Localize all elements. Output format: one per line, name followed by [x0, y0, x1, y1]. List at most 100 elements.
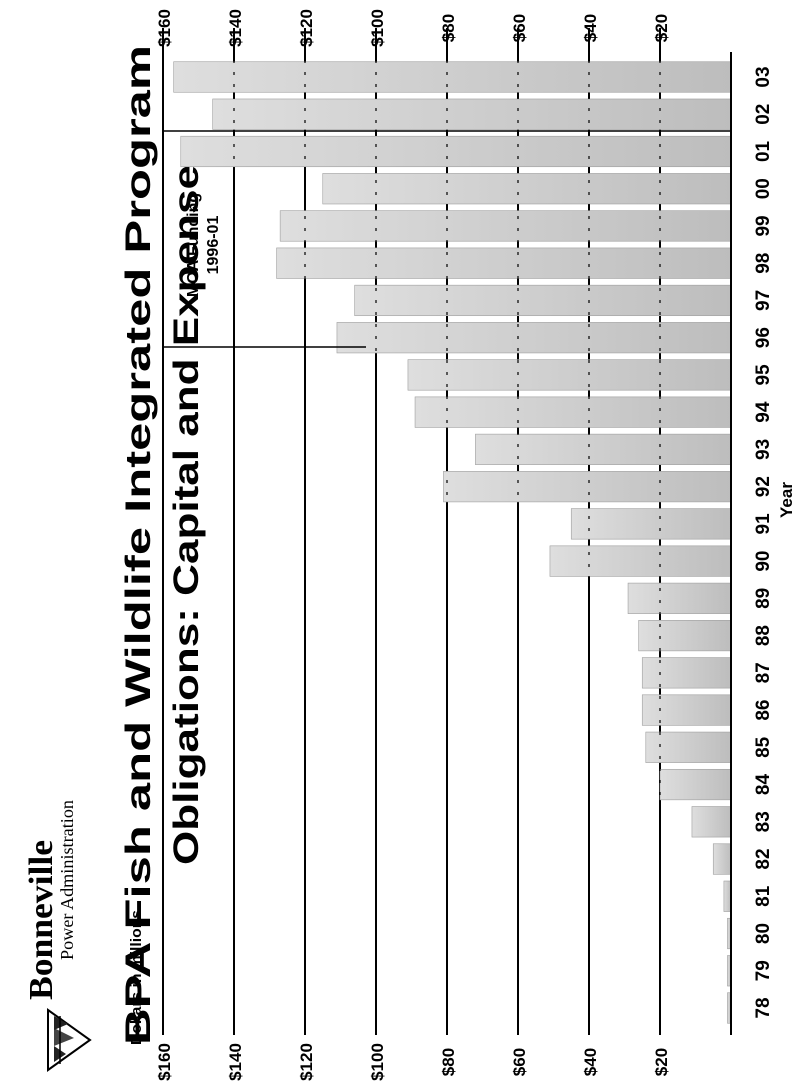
ytick-left-label: $140: [226, 1043, 245, 1081]
ytick-left-label: $40: [581, 1048, 600, 1076]
bar-84: [659, 768, 732, 801]
bar-99: [279, 210, 732, 242]
xtick-label-79: 79: [753, 960, 774, 981]
bar-00: [322, 173, 732, 205]
xtick-label-82: 82: [753, 848, 774, 869]
xtick-label-86: 86: [753, 700, 774, 721]
ytick-right-group: $40: [581, 14, 600, 42]
ytick-left-label: $120: [297, 1043, 316, 1081]
bar-96: [336, 322, 732, 354]
ytick-right-label: $60: [510, 14, 529, 42]
xtick-label-99: 99: [753, 215, 774, 236]
bar-85: [645, 731, 732, 763]
bar-82: [712, 843, 732, 875]
y-tick-labels-right: $20 $40 $60 $80 $100 $120 $140 $160: [155, 9, 671, 47]
xtick-group: 86: [753, 700, 774, 721]
xtick-group: 02: [753, 104, 774, 125]
xtick-label-83: 83: [753, 811, 774, 832]
bar-88: [638, 620, 732, 652]
ytick-right-group: $100: [368, 9, 387, 47]
bar-94: [414, 396, 732, 428]
xtick-label-95: 95: [753, 364, 774, 386]
ytick-right-label: $20: [652, 14, 671, 42]
x-tick-labels: 78 79 80 81 82 83 84 85 86 87 88 89 90 91 92 93 94 95 96 97…: [753, 66, 774, 1018]
ytick-right-label: $120: [297, 9, 316, 47]
ytick-left-group: $140: [226, 1043, 245, 1081]
xtick-label-01: 01: [753, 140, 774, 162]
moa-label-line2: 1996-01: [205, 216, 222, 275]
xtick-label-90: 90: [753, 551, 774, 572]
ytick-right-label: $40: [581, 14, 600, 42]
xtick-group: 03: [753, 66, 774, 87]
xtick-group: 98: [753, 253, 774, 274]
xtick-group: 95: [753, 364, 774, 386]
ytick-left-group: $120: [297, 1043, 316, 1081]
xtick-group: 88: [753, 625, 774, 646]
xtick-label-85: 85: [753, 736, 774, 758]
xtick-label-02: 02: [753, 104, 774, 125]
bar-81: [723, 880, 732, 912]
xtick-label-84: 84: [753, 774, 774, 796]
xtick-group: 92: [753, 476, 774, 497]
ytick-right-label: $80: [439, 14, 458, 42]
ytick-left-group: $100: [368, 1043, 387, 1081]
ytick-right-group: $160: [155, 9, 174, 47]
y-tick-labels-left: $20 $40 $60 $80 $100 $120 $140 $160: [155, 1043, 671, 1081]
bar-87: [641, 657, 732, 689]
ytick-left-group: $20: [652, 1048, 671, 1076]
x-axis-label: Year: [777, 482, 796, 518]
xtick-label-94: 94: [753, 401, 774, 423]
logo-subtitle: Power Administration: [57, 800, 77, 960]
xtick-label-81: 81: [753, 885, 774, 907]
xtick-label-91: 91: [753, 513, 774, 535]
bar-01: [180, 135, 732, 168]
chart-title: BPA Fish and Wildlife Integrated Program: [119, 45, 158, 1045]
ytick-left-group: $160: [155, 1043, 174, 1081]
units-label: Dollars in millions: [128, 910, 145, 1045]
xtick-group: 87: [753, 662, 774, 683]
bar-98: [276, 247, 732, 279]
xtick-group: 91: [753, 513, 774, 535]
ytick-left-group: $80: [439, 1048, 458, 1076]
ytick-right-group: $60: [510, 14, 529, 42]
xtick-group: 78: [753, 997, 774, 1018]
ytick-left-label: $80: [439, 1048, 458, 1076]
bar-93: [475, 433, 732, 465]
logo-name: Bonneville: [23, 840, 60, 1000]
xtick-label-78: 78: [753, 997, 774, 1018]
xtick-group: 80: [753, 923, 774, 944]
xtick-group: 89: [753, 588, 774, 609]
ytick-right-group: $80: [439, 14, 458, 42]
xtick-label-96: 96: [753, 327, 774, 348]
xtick-label-93: 93: [753, 439, 774, 460]
ytick-right-group: $120: [297, 9, 316, 47]
bar-86: [641, 694, 732, 726]
moa-funding-bracket: MOA Funding 1996-01: [162, 130, 731, 348]
xtick-group: 85: [753, 736, 774, 758]
ytick-right-group: $140: [226, 9, 245, 47]
ytick-left-label: $100: [368, 1043, 387, 1081]
bar-97: [354, 284, 732, 317]
ytick-right-group: $20: [652, 14, 671, 42]
xtick-group: 83: [753, 811, 774, 832]
chart-subtitle: Obligations: Capital and Expense: [167, 165, 206, 865]
xtick-group: 97: [753, 290, 774, 311]
xtick-group: 90: [753, 551, 774, 572]
xtick-label-03: 03: [753, 66, 774, 87]
ytick-left-group: $40: [581, 1048, 600, 1076]
xtick-group: 00: [753, 178, 774, 199]
bar-90: [549, 545, 732, 577]
xtick-group: 01: [753, 140, 774, 162]
bars: [173, 61, 732, 1024]
ytick-left-group: $60: [510, 1048, 529, 1076]
xtick-group: 99: [753, 215, 774, 236]
xtick-label-89: 89: [753, 588, 774, 609]
bar-03: [173, 61, 732, 93]
xtick-label-97: 97: [753, 290, 774, 311]
bar-83: [691, 806, 732, 838]
xtick-group: 96: [753, 327, 774, 348]
ytick-left-label: $60: [510, 1048, 529, 1076]
bar-02: [212, 98, 732, 130]
